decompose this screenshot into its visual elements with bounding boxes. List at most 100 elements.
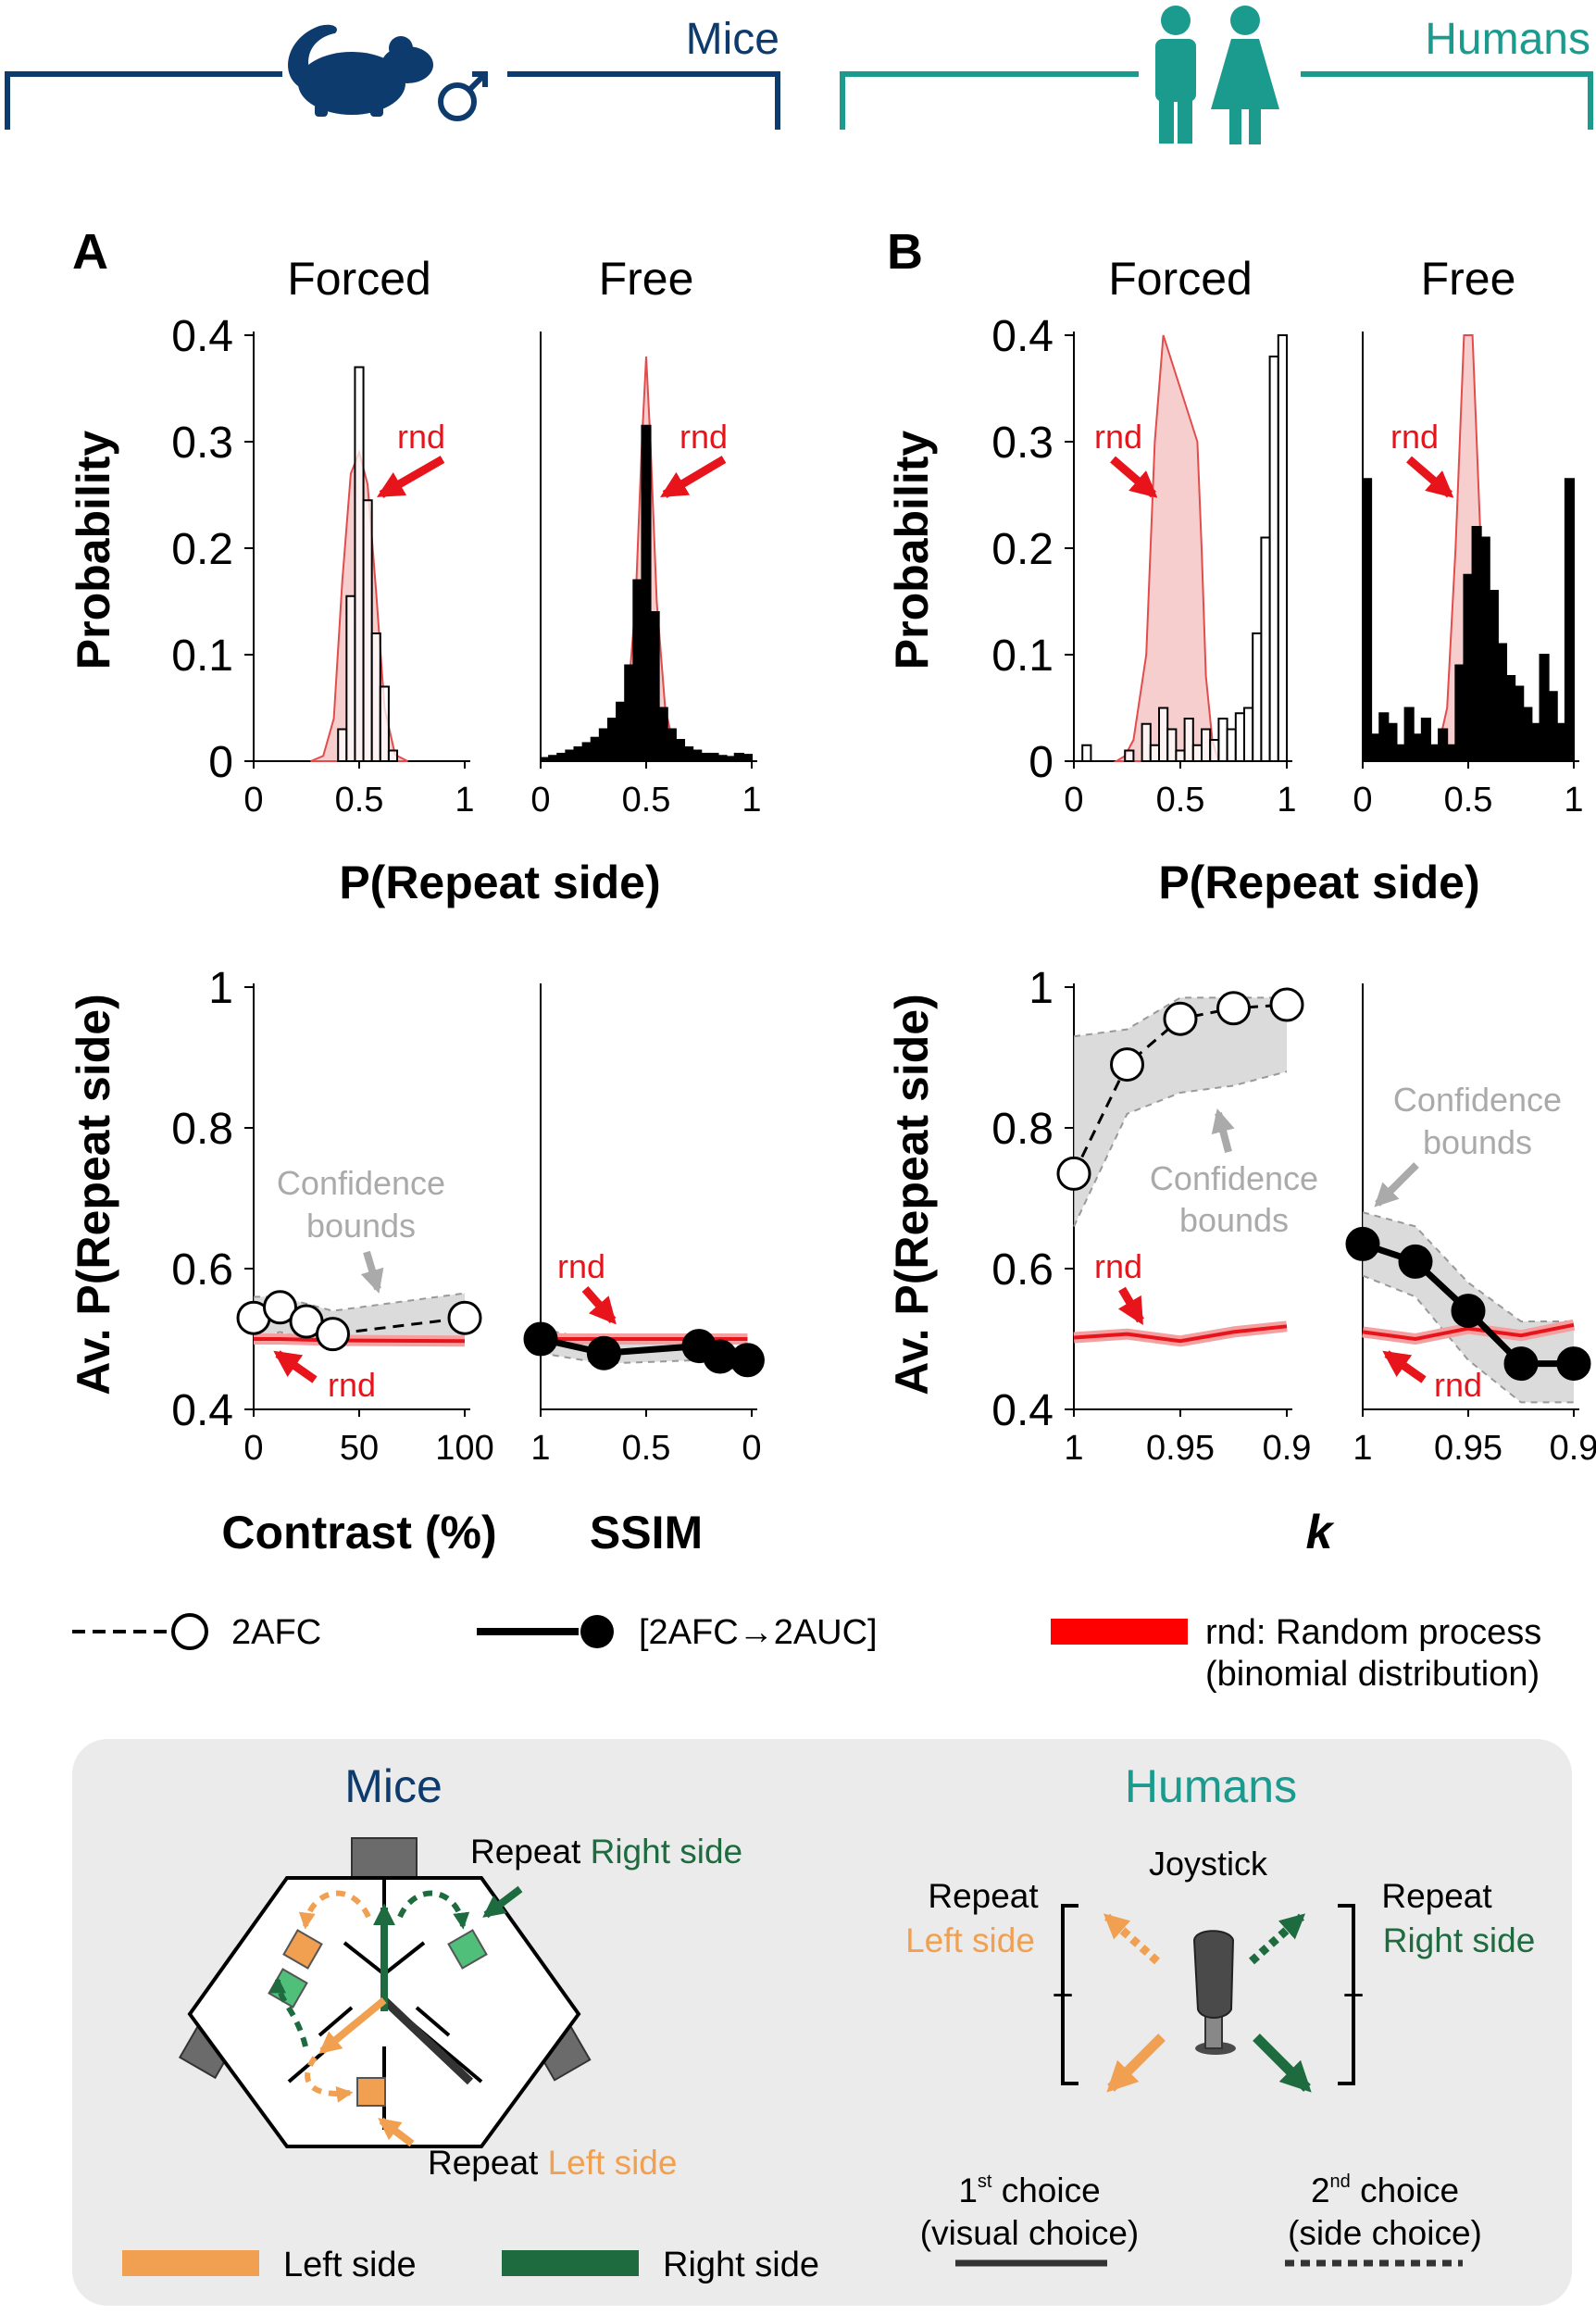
visual-choice-label: (visual choice) [920,2214,1139,2252]
histogram-bar [379,685,390,762]
chart-humans-k-forced-line: 1 0.95 0.9 0.4 0.6 0.8 1 [991,964,1311,1468]
rnd-label: rnd [397,418,445,456]
rnd-label: rnd [680,418,728,456]
x-tick-label: 0.9 [1550,1429,1596,1468]
header-humans: Humans [840,6,1593,144]
x-label-hist-mice: P(Repeat side) [339,857,660,908]
y-tick-label: 0.4 [991,312,1054,361]
y-tick-label: 0.1 [171,632,233,681]
histogram-bar [1226,728,1237,762]
x-tick-label: 1 [742,781,761,820]
confidence-bound-lower [1362,1274,1574,1404]
histogram-bar [1201,728,1212,762]
histogram-bar [387,749,399,762]
chart-mice-forced-histogram: Forced 0 0.5 1 0 0.1 0.2 0.3 0.4 [171,253,474,820]
legend: 2AFC [2AFC→2AUC] rnd: Random process (bi… [72,1613,1541,1694]
y-tick-label: 1 [1029,964,1054,1013]
histogram-bar [337,728,348,762]
joystick-label: Joystick [1149,1845,1268,1883]
histogram-bar [1209,739,1220,762]
target-bottom [356,2077,386,2107]
y-tick-label: 0.2 [171,525,233,574]
histogram-bar [1183,718,1194,762]
man-icon [1155,6,1196,144]
chart-mice-contrast-line: 0 50 100 0.4 0.6 0.8 1 [171,964,493,1468]
repeat-left-label: Repeat [928,1877,1039,1915]
chart-humans-free-histogram: Free 0 0.5 1 [1353,253,1583,820]
histogram-bar [1243,707,1254,762]
x-label-ssim: SSIM [590,1507,703,1558]
histogram-bar [700,752,711,763]
histogram-bar [1479,536,1490,762]
histogram-bar [624,664,635,762]
male-symbol-icon [438,71,488,121]
histogram-bar [1454,664,1465,762]
histogram-bar [1446,744,1457,762]
confidence-bound-lower [1073,1070,1288,1227]
x-tick-label: 0 [243,1429,263,1468]
bounds-label: bounds [1423,1123,1532,1161]
chart-mice-free-histogram: Free 0 0.5 1 [530,253,761,820]
data-point [1451,1294,1486,1329]
histogram-bar [556,752,567,763]
y-label-hist-humans: Probability [886,431,938,670]
y-tick-label: 0.3 [991,419,1054,468]
x-tick-label: 0.95 [1146,1429,1215,1468]
joystick-diagram: Joystick Repeat Left side Repeat Right s… [905,1845,1536,2093]
histogram-bar [742,754,754,762]
data-point [316,1317,350,1352]
data-point [447,1300,482,1335]
y-tick-label: 0.8 [171,1105,233,1154]
confidence-label: Confidence [277,1164,445,1202]
rnd-label: rnd [328,1366,376,1404]
histogram-bar [362,499,373,762]
y-tick-label: 0.8 [991,1105,1054,1154]
histogram-bar [657,707,668,762]
first-choice-legend: 1st choice (visual choice) [920,2171,1139,2267]
histogram-bar [1158,707,1169,762]
histogram-bar [1471,526,1482,762]
rnd-annotations-histograms: rnd rnd rnd rnd [377,418,1454,498]
header-mice-label: Mice [686,15,779,64]
histogram-bar [581,742,592,763]
data-point [1110,1047,1144,1082]
data-point [1503,1346,1539,1382]
plus-right: + [1342,1975,1364,2016]
schematic-mice-title: Mice [344,1760,443,1812]
histogram-bar [1362,478,1373,762]
data-point [1398,1244,1433,1279]
right-side-label: Right side [1383,1921,1536,1959]
chart-title: Free [599,253,694,305]
x-label-hist-humans: P(Repeat side) [1158,857,1479,908]
chart-title: Free [1421,253,1516,305]
legend-right-side-label: Right side [663,2246,819,2284]
legend-left-side: Left side [122,2246,417,2284]
confidence-label: Confidence [1150,1159,1318,1197]
histogram-bar [1124,749,1135,762]
x-tick-label: 0.95 [1434,1429,1502,1468]
x-tick-label: 0.5 [1444,781,1493,820]
panel-letter-b: B [887,224,923,280]
legend-2auc: [2AFC→2AUC] [477,1613,878,1652]
rnd-label: rnd [1094,418,1142,456]
histogram-bar [708,752,719,763]
confidence-bound-upper [1073,996,1287,1038]
x-tick-label: 0.9 [1263,1429,1312,1468]
mouse-icon [288,24,433,117]
legend-2afc-label: 2AFC [231,1613,321,1652]
y-tick-label: 0.4 [171,1386,233,1435]
arena-diagram [178,1837,592,2148]
rnd-label: rnd [1094,1247,1142,1285]
y-tick-label: 0.6 [171,1245,233,1295]
histogram-bar [1420,718,1431,762]
y-tick-label: 0.2 [991,525,1054,574]
legend-rnd-line2: (binomial distribution) [1205,1655,1540,1694]
side-choice-label: (side choice) [1288,2214,1482,2252]
x-tick-label: 1 [1564,781,1583,820]
rnd-line [1073,1324,1288,1344]
data-point [1163,1001,1198,1036]
y-tick-label: 0.3 [171,419,233,468]
histogram-bar [1522,707,1533,762]
histogram-bar [1395,744,1406,762]
histogram-bar [1191,744,1203,762]
